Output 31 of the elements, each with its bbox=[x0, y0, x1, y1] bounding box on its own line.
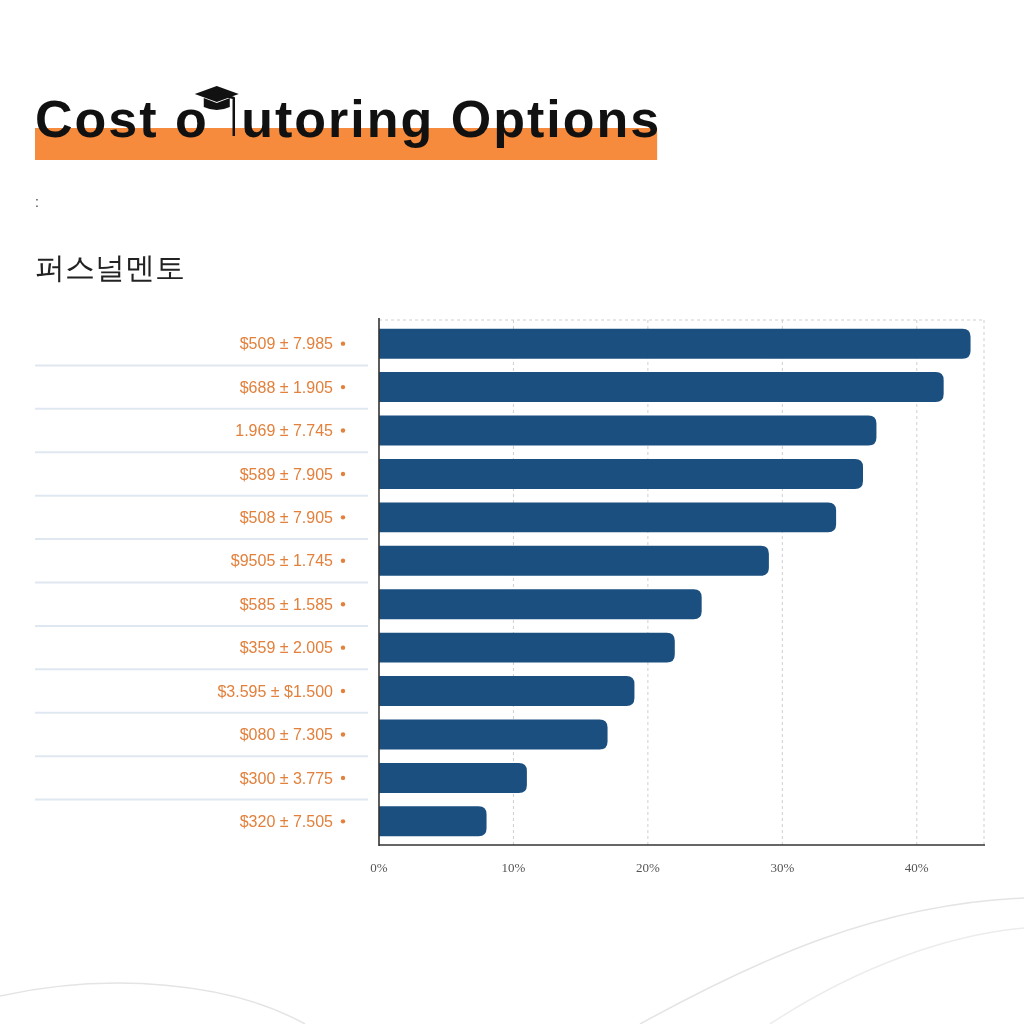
bar bbox=[379, 545, 769, 576]
y-tick-label: $3.595 ± $1.500 bbox=[217, 682, 334, 700]
y-tick-label: 1.969 ± 7.745 bbox=[235, 422, 334, 440]
x-tick-label: 0% bbox=[370, 860, 388, 875]
bar bbox=[379, 676, 635, 707]
x-tick-label: 20% bbox=[635, 860, 660, 875]
y-tick-label: $589 ± 7.905 bbox=[239, 465, 334, 483]
y-tick-label: $320 ± 7.505 bbox=[239, 812, 334, 830]
bar bbox=[379, 372, 944, 403]
bar bbox=[379, 502, 837, 533]
bar bbox=[379, 719, 608, 750]
y-tick-label: $359 ± 2.005 bbox=[239, 639, 334, 657]
bar bbox=[379, 328, 971, 359]
bar bbox=[379, 762, 527, 793]
x-tick-label: 30% bbox=[770, 860, 795, 875]
text: : bbox=[35, 194, 39, 210]
bar bbox=[379, 806, 487, 837]
bar bbox=[379, 415, 877, 446]
x-tick-label: 10% bbox=[501, 860, 526, 875]
text: 퍼스널멘토 bbox=[35, 250, 185, 285]
x-tick-label: 40% bbox=[904, 860, 929, 875]
y-tick-label: $688 ± 1.905 bbox=[239, 378, 334, 396]
y-tick-label: $080 ± 7.305 bbox=[239, 726, 334, 744]
y-tick-label: $9505 ± 1.745 bbox=[230, 552, 334, 570]
bar bbox=[379, 458, 863, 489]
y-tick-label: $300 ± 3.775 bbox=[239, 769, 334, 787]
bar bbox=[379, 632, 675, 663]
y-tick-label: $508 ± 7.905 bbox=[239, 508, 334, 526]
bar bbox=[379, 589, 702, 620]
y-tick-label: $509 ± 7.985 bbox=[239, 335, 334, 353]
y-tick-label: $585 ± 1.585 bbox=[239, 595, 334, 613]
